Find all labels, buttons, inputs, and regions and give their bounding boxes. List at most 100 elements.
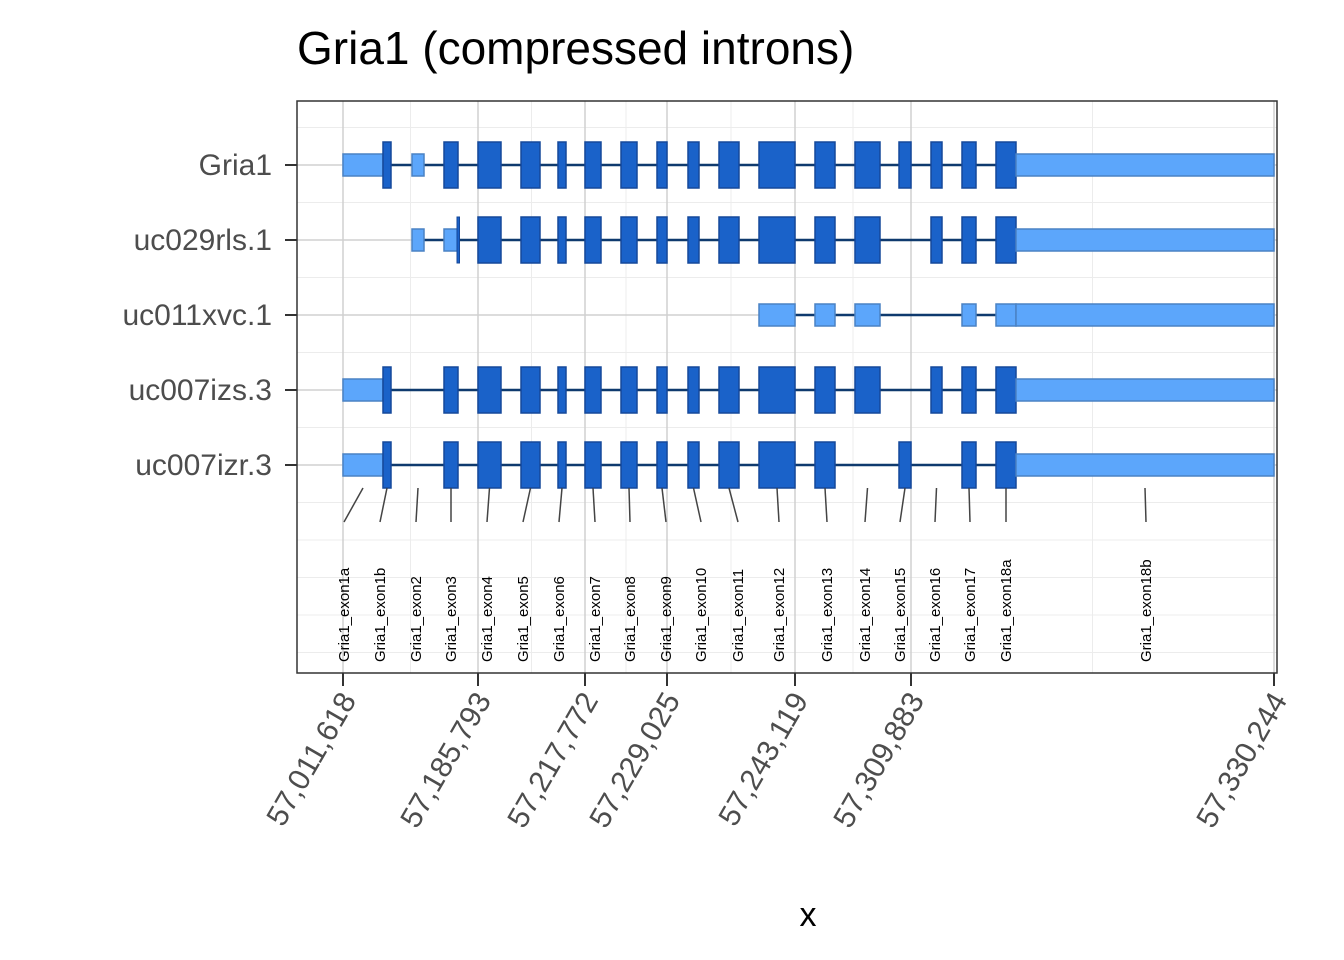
exon-cds: [687, 216, 700, 264]
x-tick-label: 57,185,793: [394, 687, 498, 834]
exon-cds: [930, 366, 943, 414]
y-axis: Gria1 uc029rls.1 uc011xvc.1 uc007izs.3 uc007…: [122, 149, 297, 482]
label-leader: [628, 487, 631, 523]
exon-cds: [814, 441, 836, 489]
exon-label: Gria1_exon8: [622, 487, 639, 662]
exon-label-text: Gria1_exon8: [622, 576, 639, 662]
label-leader: [558, 487, 563, 523]
exon-cds: [656, 216, 668, 264]
exon-cds: [477, 141, 502, 189]
exon-label: Gria1_exon18a: [998, 488, 1015, 662]
exon-cds: [443, 141, 459, 189]
exon-utr: [854, 303, 881, 327]
exon-label: Gria1_exon16: [927, 487, 944, 662]
exon-label-text: Gria1_exon4: [479, 576, 496, 662]
exon-label-text: Gria1_exon9: [658, 576, 675, 662]
exon-label: Gria1_exon6: [551, 487, 568, 662]
exon-cds: [520, 366, 541, 414]
exon-cds: [557, 216, 567, 264]
exon-cds: [995, 366, 1017, 414]
exon-cds: [382, 441, 392, 489]
y-tick-label: uc029rls.1: [134, 224, 272, 257]
x-tick-label: 57,243,119: [713, 687, 816, 832]
exon-label-text: Gria1_exon13: [819, 568, 836, 662]
exon-label: Gria1_exon3: [443, 488, 460, 662]
exon-cds-start: [456, 216, 460, 264]
transcript-uc007izr.3: [342, 441, 1275, 489]
exon-label: Gria1_exon7: [587, 487, 604, 662]
exon-cds: [620, 441, 638, 489]
exon-label: Gria1_exon11: [728, 487, 747, 662]
exon-label: Gria1_exon18b: [1138, 487, 1155, 662]
exon-cds: [995, 141, 1017, 189]
exon-cds: [854, 366, 881, 414]
exon-utr: [342, 153, 384, 177]
exon-label-text: Gria1_exon14: [857, 568, 874, 662]
exon-cds: [620, 366, 638, 414]
exon-label-layer: Gria1_exon1a Gria1_exon1b Gria1_exon2 Gria1…: [336, 487, 1155, 662]
exon-label: Gria1_exon1b: [372, 487, 389, 662]
exon-utr: [814, 303, 836, 327]
label-leader: [824, 487, 828, 523]
chart-title: Gria1 (compressed introns): [297, 22, 854, 74]
label-leader: [728, 487, 739, 523]
label-leader: [776, 487, 780, 523]
x-tick-label: 57,011,618: [261, 687, 364, 832]
label-leader: [1144, 487, 1147, 523]
exon-cds: [584, 216, 602, 264]
exon-label: Gria1_exon4: [479, 487, 496, 662]
exon-cds: [758, 216, 796, 264]
exon-cds: [557, 441, 567, 489]
exon-cds: [656, 441, 668, 489]
exon-cds: [854, 141, 881, 189]
transcript-Gria1: [342, 141, 1275, 189]
exon-cds: [477, 441, 502, 489]
exon-label-text: Gria1_exon10: [693, 568, 710, 662]
exon-label: Gria1_exon9: [658, 487, 675, 662]
exon-cds: [656, 366, 668, 414]
exon-label: Gria1_exon10: [692, 487, 710, 662]
exon-label-text: Gria1_exon5: [515, 576, 532, 662]
exon-label-text: Gria1_exon7: [587, 576, 604, 662]
exon-cds: [557, 366, 567, 414]
exon-utr: [1015, 378, 1275, 402]
exon-cds: [961, 441, 977, 489]
exon-label-text: Gria1_exon11: [730, 569, 747, 662]
exon-label-text: Gria1_exon1a: [336, 567, 353, 662]
x-tick-label: 57,309,883: [827, 687, 931, 834]
exon-cds: [961, 216, 977, 264]
exon-cds: [687, 366, 700, 414]
exon-cds: [718, 141, 740, 189]
exon-utr: [411, 153, 425, 177]
exon-cds: [758, 366, 796, 414]
exon-cds: [718, 366, 740, 414]
exon-label: Gria1_exon14: [857, 487, 874, 662]
exon-cds: [620, 141, 638, 189]
exon-label: Gria1_exon5: [515, 487, 532, 662]
exon-cds: [443, 366, 459, 414]
exon-cds: [443, 441, 459, 489]
exon-label-text: Gria1_exon15: [892, 568, 909, 662]
exon-utr: [758, 303, 796, 327]
transcript-tracks: [342, 141, 1275, 489]
exon-cds: [520, 216, 541, 264]
exon-cds: [854, 216, 881, 264]
exon-cds: [898, 141, 912, 189]
label-leader: [415, 487, 419, 523]
exon-cds: [520, 441, 541, 489]
exon-cds: [758, 441, 796, 489]
exon-cds: [382, 141, 392, 189]
exon-utr: [342, 378, 384, 402]
exon-label-text: Gria1_exon3: [443, 576, 460, 662]
exon-cds: [656, 141, 668, 189]
exon-utr: [1015, 303, 1275, 327]
exon-cds: [995, 216, 1017, 264]
exon-utr: [961, 303, 977, 327]
label-leader: [486, 487, 491, 523]
exon-cds: [961, 366, 977, 414]
exon-cds: [814, 141, 836, 189]
exon-utr: [1015, 453, 1275, 477]
exon-cds: [687, 141, 700, 189]
plot-panel-border: [296, 100, 1278, 674]
